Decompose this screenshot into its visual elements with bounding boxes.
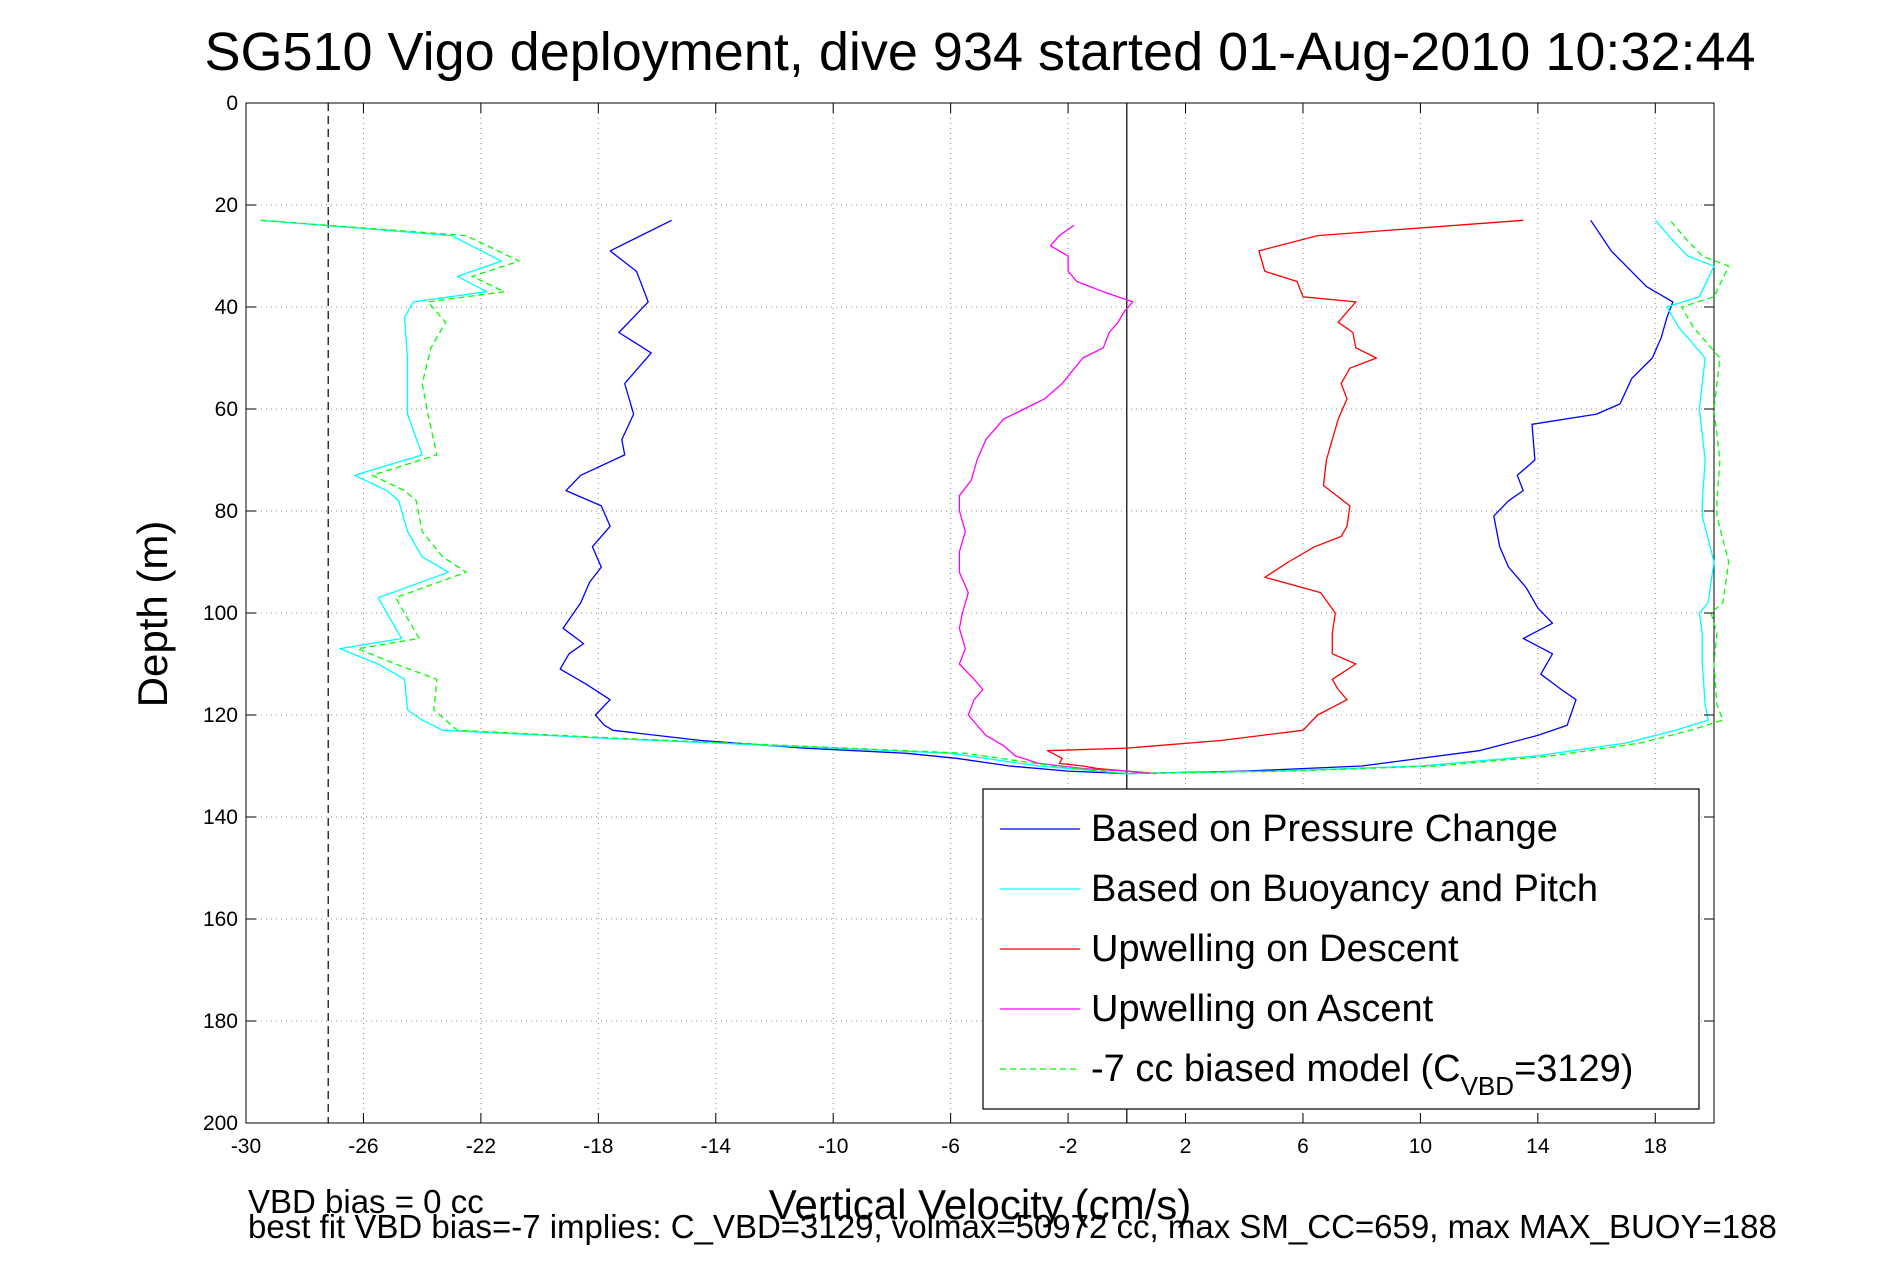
x-tick-label: 6 [1297, 1135, 1309, 1158]
legend-label-suffix: =3129) [1514, 1048, 1633, 1090]
x-axis-label: Vertical Velocity (cm/s) [769, 1181, 1191, 1228]
legend-label-3: Upwelling on Descent [1091, 928, 1459, 970]
chart-title: SG510 Vigo deployment, dive 934 started … [204, 22, 1755, 82]
legend-entries: Based on Pressure Change Based on Buoyanc… [1000, 808, 1633, 1101]
series-line-1 [559, 219, 1674, 775]
x-tick-label: 18 [1644, 1135, 1667, 1158]
x-tick-label: 10 [1409, 1135, 1432, 1158]
x-tick-label: -18 [583, 1135, 613, 1158]
legend-label-subscript: VBD [1461, 1071, 1514, 1101]
legend-label-4: Upwelling on Ascent [1091, 988, 1434, 1030]
y-tick-label: 160 [203, 908, 238, 931]
y-tick-label: 200 [203, 1112, 238, 1135]
x-tick-label: -6 [941, 1135, 960, 1158]
y-tick-label: 60 [215, 398, 238, 421]
y-tick-label: 140 [203, 806, 238, 829]
x-tick-label: -2 [1059, 1135, 1078, 1158]
x-tick-label: 2 [1180, 1135, 1192, 1158]
y-axis-label: Depth (m) [129, 521, 176, 708]
y-tick-label: 20 [215, 194, 238, 217]
series-line-5 [260, 219, 1730, 775]
y-tick-label: 120 [203, 704, 238, 727]
x-tick-label: 14 [1526, 1135, 1550, 1158]
y-tick-label: 180 [203, 1010, 238, 1033]
footnote-best-fit: best fit VBD bias=-7 implies: C_VBD=3129… [248, 1208, 1777, 1245]
x-tick-label: -30 [231, 1135, 261, 1158]
legend: Based on Pressure Change Based on Buoyanc… [982, 788, 1700, 1110]
x-tick-label: -26 [348, 1135, 378, 1158]
y-tick-label: 40 [215, 296, 238, 319]
x-tick-label: -14 [701, 1135, 732, 1158]
series-line-4 [958, 224, 1157, 775]
legend-label-2: Based on Buoyancy and Pitch [1091, 868, 1598, 910]
y-tick-label: 80 [215, 500, 238, 523]
axes: -30 -26 -22 -18 -14 -10 -6 -2 2 6 10 14 180204060801… [203, 92, 1714, 1158]
legend-box [982, 788, 1700, 1110]
legend-label-5: -7 cc biased model (CVBD=3129) [1091, 1048, 1633, 1101]
legend-label-main: -7 cc biased model (C [1091, 1048, 1461, 1090]
y-tick-label: 100 [203, 602, 238, 625]
x-tick-label: -22 [466, 1135, 496, 1158]
legend-label-1: Based on Pressure Change [1091, 808, 1558, 850]
footnote-vbd-bias: VBD bias = 0 cc [248, 1183, 484, 1220]
series-line-3 [1046, 219, 1524, 775]
x-tick-label: -10 [818, 1135, 848, 1158]
series-group [260, 219, 1730, 775]
y-tick-label: 0 [226, 92, 238, 115]
